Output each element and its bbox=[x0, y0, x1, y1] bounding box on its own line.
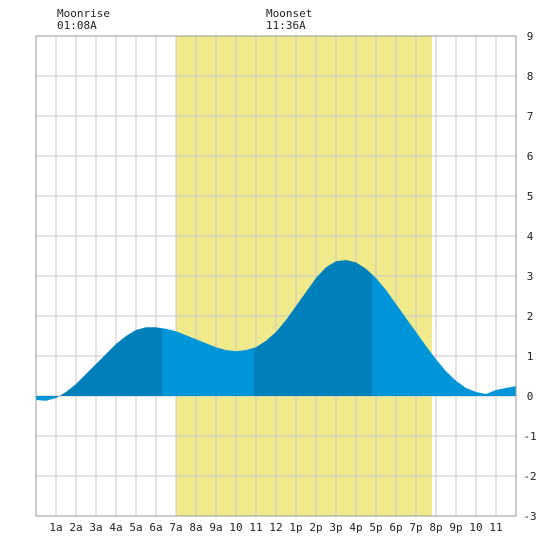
x-tick-label: 5p bbox=[369, 521, 382, 534]
x-tick-label: 6a bbox=[149, 521, 162, 534]
y-tick-label: 0 bbox=[527, 390, 534, 403]
tide-area-segment bbox=[372, 274, 516, 396]
moonset-label: Moonset 11:36A bbox=[266, 8, 312, 32]
y-tick-label: 2 bbox=[527, 310, 534, 323]
x-tick-label: 1p bbox=[289, 521, 302, 534]
y-tick-label: -3 bbox=[523, 510, 536, 523]
tide-area-segment bbox=[162, 328, 254, 396]
y-tick-label: 6 bbox=[527, 150, 534, 163]
y-tick-label: 3 bbox=[527, 270, 534, 283]
moonrise-label: Moonrise 01:08A bbox=[57, 8, 110, 32]
x-tick-label: 6p bbox=[389, 521, 402, 534]
x-tick-label: 12 bbox=[269, 521, 282, 534]
y-tick-label: -2 bbox=[523, 470, 536, 483]
x-tick-label: 2a bbox=[69, 521, 82, 534]
y-tick-label: 1 bbox=[527, 350, 534, 363]
moonset-title: Moonset bbox=[266, 7, 313, 20]
x-tick-label: 11 bbox=[249, 521, 262, 534]
x-tick-label: 3a bbox=[89, 521, 102, 534]
y-tick-label: 4 bbox=[527, 230, 534, 243]
x-tick-label: 9a bbox=[209, 521, 222, 534]
x-tick-label: 4p bbox=[349, 521, 362, 534]
x-tick-label: 8a bbox=[189, 521, 202, 534]
y-tick-label: -1 bbox=[523, 430, 536, 443]
x-tick-label: 9p bbox=[449, 521, 462, 534]
y-tick-label: 8 bbox=[527, 70, 534, 83]
x-tick-label: 7a bbox=[169, 521, 182, 534]
x-tick-label: 10 bbox=[229, 521, 242, 534]
plot-border bbox=[35, 35, 517, 517]
y-tick-label: 5 bbox=[527, 190, 534, 203]
x-tick-label: 2p bbox=[309, 521, 322, 534]
tide-area-segment bbox=[36, 396, 56, 401]
x-tick-label: 3p bbox=[329, 521, 342, 534]
x-tick-label: 1a bbox=[49, 521, 62, 534]
tide-area-segment bbox=[56, 327, 162, 398]
y-tick-label: 7 bbox=[527, 110, 534, 123]
y-tick-label: 9 bbox=[527, 30, 534, 43]
moonrise-time: 01:08A bbox=[57, 19, 97, 32]
x-tick-label: 7p bbox=[409, 521, 422, 534]
x-tick-label: 11 bbox=[489, 521, 502, 534]
moonset-time: 11:36A bbox=[266, 19, 306, 32]
tide-area-segment bbox=[254, 260, 372, 396]
x-tick-label: 5a bbox=[129, 521, 142, 534]
x-tick-label: 10 bbox=[469, 521, 482, 534]
moonrise-title: Moonrise bbox=[57, 7, 110, 20]
x-tick-label: 8p bbox=[429, 521, 442, 534]
x-tick-label: 4a bbox=[109, 521, 122, 534]
